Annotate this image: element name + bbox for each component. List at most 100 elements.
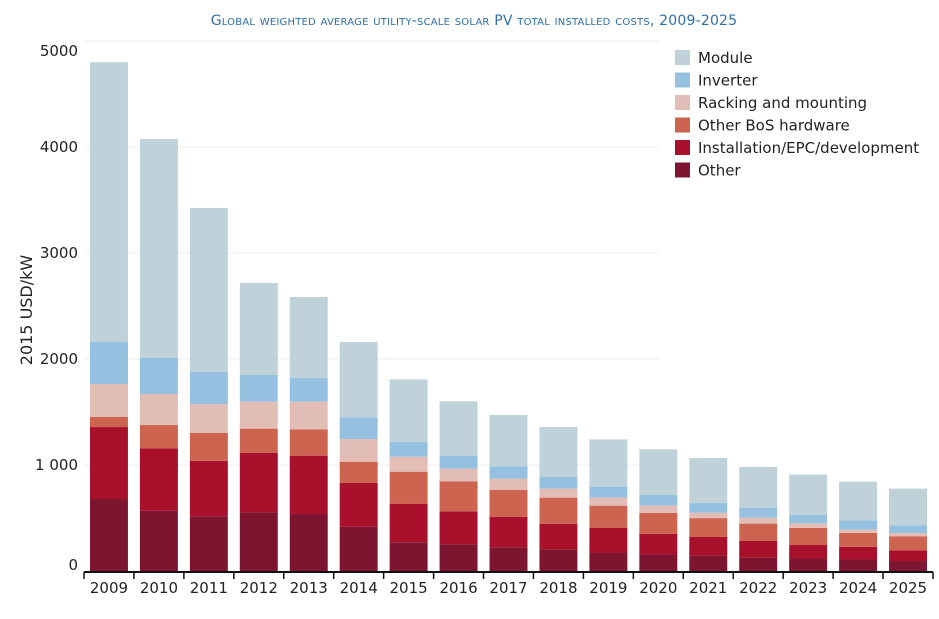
bar-segment-installation-epc-development — [189, 460, 228, 517]
bar-segment-racking-and-mounting — [589, 497, 628, 506]
bar-segment-installation-epc-development — [839, 546, 878, 560]
bar-segment-installation-epc-development — [239, 452, 278, 513]
legend-swatch — [675, 50, 690, 65]
bar-segment-racking-and-mounting — [139, 393, 178, 426]
bar-segment-racking-and-mounting — [889, 532, 928, 537]
y-tick-label: 2000 — [40, 350, 78, 368]
bar-segment-installation-epc-development — [489, 516, 528, 548]
bar-segment-installation-epc-development — [439, 511, 478, 545]
x-tick-label: 2013 — [290, 579, 328, 597]
bar-segment-module — [689, 458, 728, 504]
x-tick-label: 2010 — [140, 579, 178, 597]
bar-segment-other-bos-hardware — [839, 532, 878, 547]
bar-segment-inverter — [339, 417, 378, 440]
bar-segment-inverter — [89, 342, 128, 385]
bar-segment-racking-and-mounting — [289, 401, 328, 430]
bar-stack-2017 — [489, 414, 528, 571]
legend-item-other: Other — [675, 162, 741, 180]
bar-segment-inverter — [639, 495, 678, 506]
x-tick-label: 2014 — [340, 579, 378, 597]
bar-segment-module — [189, 207, 228, 373]
legend-label: Installation/EPC/development — [698, 139, 919, 157]
bar-segment-racking-and-mounting — [189, 404, 228, 433]
x-tick-label: 2020 — [639, 579, 677, 597]
bar-segment-installation-epc-development — [589, 527, 628, 553]
legend-label: Racking and mounting — [698, 94, 867, 112]
bar-segment-module — [639, 449, 678, 495]
bar-segment-other — [339, 526, 378, 571]
bar-segment-other — [639, 554, 678, 571]
bar-segment-other — [439, 544, 478, 571]
bar-stack-2024 — [839, 481, 878, 571]
bar-segment-inverter — [439, 455, 478, 469]
bar-segment-module — [339, 342, 378, 418]
legend-item-other-bos-hardware: Other BoS hardware — [675, 117, 850, 135]
bar-stack-2019 — [589, 439, 628, 571]
y-axis-label: 2015 USD/kW — [17, 255, 36, 366]
bar-segment-module — [239, 283, 278, 376]
y-tick-label: 1 000 — [35, 456, 78, 474]
bar-segment-module — [539, 427, 578, 477]
x-tick-label: 2012 — [240, 579, 278, 597]
bar-stack-2014 — [339, 342, 378, 571]
bar-segment-installation-epc-development — [339, 482, 378, 527]
legend-item-module: Module — [675, 49, 753, 67]
legend-swatch — [675, 72, 690, 88]
bar-segment-other — [839, 559, 878, 571]
x-tick-label: 2019 — [589, 579, 627, 597]
bar-segment-racking-and-mounting — [439, 468, 478, 482]
legend-item-racking-and-mounting: Racking and mounting — [675, 94, 867, 112]
bar-segment-other-bos-hardware — [339, 461, 378, 483]
bar-segment-racking-and-mounting — [389, 456, 428, 472]
bar-segment-module — [789, 474, 828, 516]
x-tick-label: 2016 — [439, 579, 477, 597]
bar-segment-installation-epc-development — [639, 533, 678, 555]
bar-stack-2013 — [289, 296, 328, 571]
bar-segment-other — [539, 549, 578, 571]
bar-segment-racking-and-mounting — [489, 478, 528, 491]
bar-segment-installation-epc-development — [789, 545, 828, 559]
x-axis: 2009 2010 2011 2012 2013 2014 2015 2016 2017 2018… — [83, 571, 934, 597]
bar-segment-inverter — [789, 515, 828, 524]
bar-stack-2018 — [539, 427, 578, 571]
bar-stack-2009 — [89, 62, 128, 571]
y-tick-label: 0 — [68, 556, 78, 574]
legend-item-inverter: Inverter — [675, 72, 758, 90]
bar-segment-other-bos-hardware — [539, 497, 578, 524]
bar-segment-racking-and-mounting — [789, 523, 828, 528]
bar-segment-other — [489, 547, 528, 571]
legend-label: Other BoS hardware — [698, 117, 850, 135]
bar-segment-installation-epc-development — [389, 503, 428, 543]
bar-segment-other-bos-hardware — [189, 432, 228, 461]
bar-segment-module — [89, 62, 128, 343]
bar-segment-racking-and-mounting — [239, 401, 278, 429]
bar-segment-other — [589, 552, 628, 571]
legend: Module Inverter Racking and mounting Other … — [675, 49, 919, 180]
bar-segment-inverter — [589, 486, 628, 498]
bar-segment-other-bos-hardware — [139, 425, 178, 449]
bar-segment-racking-and-mounting — [539, 488, 578, 498]
bar-segment-inverter — [739, 508, 778, 518]
bar-segment-module — [489, 414, 528, 467]
x-tick-label: 2021 — [689, 579, 727, 597]
legend-swatch — [675, 162, 690, 178]
legend-swatch — [675, 95, 690, 110]
bar-segment-other — [139, 510, 178, 571]
bar-segment-installation-epc-development — [739, 541, 778, 558]
x-tick-label: 2015 — [390, 579, 428, 597]
bar-stack-2016 — [439, 401, 478, 571]
bar-segment-other — [389, 542, 428, 571]
bar-segment-inverter — [489, 466, 528, 479]
legend-swatch — [675, 140, 690, 155]
bar-segment-other-bos-hardware — [689, 518, 728, 537]
bar-segment-other-bos-hardware — [639, 512, 678, 534]
bar-segment-inverter — [689, 503, 728, 513]
x-tick-label: 2025 — [889, 579, 927, 597]
bar-segment-module — [439, 401, 478, 456]
bar-stack-2011 — [189, 207, 228, 571]
bar-stack-2025 — [889, 488, 928, 571]
bar-stack-2023 — [789, 474, 828, 571]
chart-title: Global weighted average utility-scale so… — [211, 13, 738, 29]
y-axis-ticks: 0 1 000 2000 3000 4000 5000 — [35, 42, 78, 574]
bar-segment-module — [739, 467, 778, 509]
